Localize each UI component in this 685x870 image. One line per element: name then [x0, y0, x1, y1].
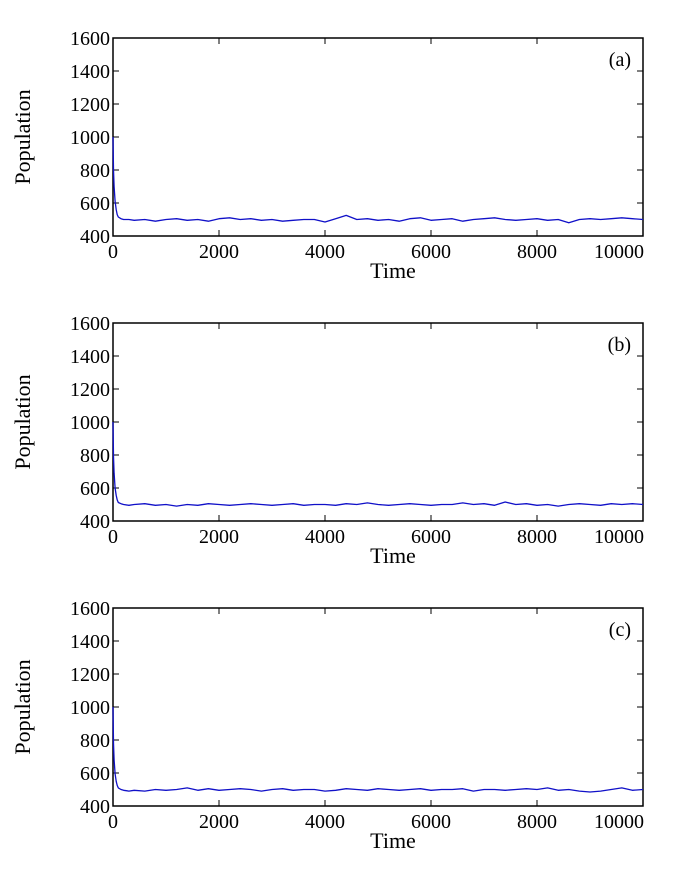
y-tick-label: 1600 [70, 28, 110, 50]
x-axis-title: Time [370, 258, 416, 283]
x-tick-label: 0 [108, 526, 118, 548]
x-tick-label: 0 [108, 811, 118, 833]
y-tick-label: 600 [80, 193, 110, 215]
y-tick-label: 1200 [70, 664, 110, 686]
y-tick-label: 1400 [70, 61, 110, 83]
panel-label: (c) [609, 619, 631, 641]
x-tick-label: 6000 [411, 811, 451, 833]
x-tick-label: 10000 [594, 241, 644, 263]
y-tick-label: 1400 [70, 346, 110, 368]
y-tick-label: 800 [80, 730, 110, 752]
y-tick-label: 1000 [70, 412, 110, 434]
panel-label: (a) [609, 49, 631, 71]
plot-frame [112, 37, 644, 237]
x-tick-label: 8000 [517, 241, 557, 263]
x-tick-label: 4000 [305, 811, 345, 833]
panel-label: (b) [608, 334, 631, 356]
y-tick-label: 400 [80, 796, 110, 818]
y-tick-label: 400 [80, 511, 110, 533]
x-axis-title: Time [370, 828, 416, 853]
chart-panel: 400 600 800 1000 1200 1400 1600 0 2000 4000 6000 80… [10, 598, 644, 853]
x-tick-label: 2000 [199, 811, 239, 833]
x-tick-label: 4000 [305, 526, 345, 548]
x-axis-title: Time [370, 543, 416, 568]
x-tick-label: 2000 [199, 526, 239, 548]
y-axis-title: Population [10, 374, 35, 469]
series-line [112, 706, 644, 793]
x-tick-label: 6000 [411, 241, 451, 263]
x-tick-label: 2000 [199, 241, 239, 263]
plot-frame [112, 322, 644, 522]
x-tick-label: 8000 [517, 811, 557, 833]
y-axis-title: Population [10, 89, 35, 184]
y-tick-label: 1600 [70, 313, 110, 335]
x-tick-label: 0 [108, 241, 118, 263]
y-tick-label: 800 [80, 160, 110, 182]
y-tick-label: 1000 [70, 697, 110, 719]
y-tick-label: 400 [80, 226, 110, 248]
y-axis-title: Population [10, 659, 35, 754]
x-tick-label: 4000 [305, 241, 345, 263]
y-tick-label: 600 [80, 763, 110, 785]
chart-panel: 400 600 800 1000 1200 1400 1600 0 2000 4000 6000 80… [10, 28, 644, 283]
x-tick-label: 10000 [594, 811, 644, 833]
x-tick-label: 8000 [517, 526, 557, 548]
x-tick-label: 10000 [594, 526, 644, 548]
series-line [112, 136, 644, 224]
y-tick-label: 1200 [70, 94, 110, 116]
y-tick-label: 1400 [70, 631, 110, 653]
y-tick-label: 800 [80, 445, 110, 467]
series-line [112, 421, 644, 507]
y-tick-label: 1200 [70, 379, 110, 401]
y-tick-label: 1000 [70, 127, 110, 149]
chart-panel: 400 600 800 1000 1200 1400 1600 0 2000 4000 6000 80… [10, 313, 644, 568]
plot-frame [112, 607, 644, 807]
x-tick-label: 6000 [411, 526, 451, 548]
y-tick-label: 600 [80, 478, 110, 500]
y-tick-label: 1600 [70, 598, 110, 620]
